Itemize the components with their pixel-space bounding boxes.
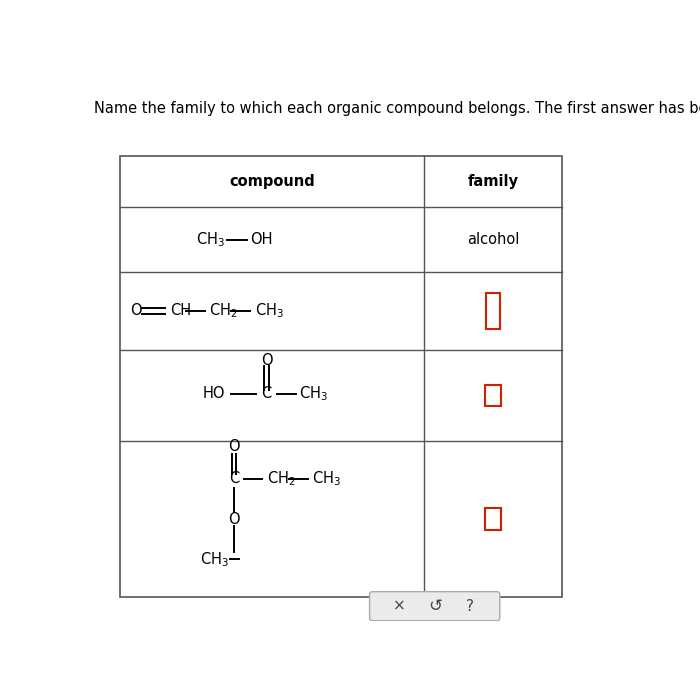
Text: C: C — [261, 387, 272, 401]
Text: CH: CH — [171, 304, 192, 318]
Bar — [485, 508, 501, 530]
Text: CH$_3$: CH$_3$ — [199, 550, 228, 569]
Text: CH$_2$: CH$_2$ — [209, 302, 238, 320]
FancyBboxPatch shape — [370, 592, 500, 621]
Text: O: O — [260, 353, 272, 368]
Text: CH$_2$: CH$_2$ — [267, 470, 295, 488]
Text: Name the family to which each organic compound belongs. The first answer has bee: Name the family to which each organic co… — [94, 101, 700, 117]
Text: OH: OH — [251, 232, 273, 247]
Text: CH$_3$: CH$_3$ — [312, 470, 341, 488]
Text: ↺: ↺ — [428, 597, 442, 615]
Text: HO: HO — [202, 387, 225, 401]
Text: C: C — [229, 471, 239, 487]
Bar — [486, 292, 500, 329]
Text: ?: ? — [466, 599, 474, 614]
Text: CH$_3$: CH$_3$ — [299, 385, 328, 403]
Text: family: family — [468, 174, 519, 189]
Bar — [120, 156, 562, 597]
Text: CH$_3$: CH$_3$ — [196, 230, 225, 249]
Text: compound: compound — [229, 174, 315, 189]
Text: O: O — [228, 512, 240, 526]
Text: O: O — [228, 439, 240, 454]
Text: CH$_3$: CH$_3$ — [255, 302, 284, 320]
Bar — [485, 385, 501, 406]
Text: O: O — [130, 304, 141, 318]
Text: ×: × — [393, 599, 406, 614]
Text: alcohol: alcohol — [467, 232, 519, 247]
